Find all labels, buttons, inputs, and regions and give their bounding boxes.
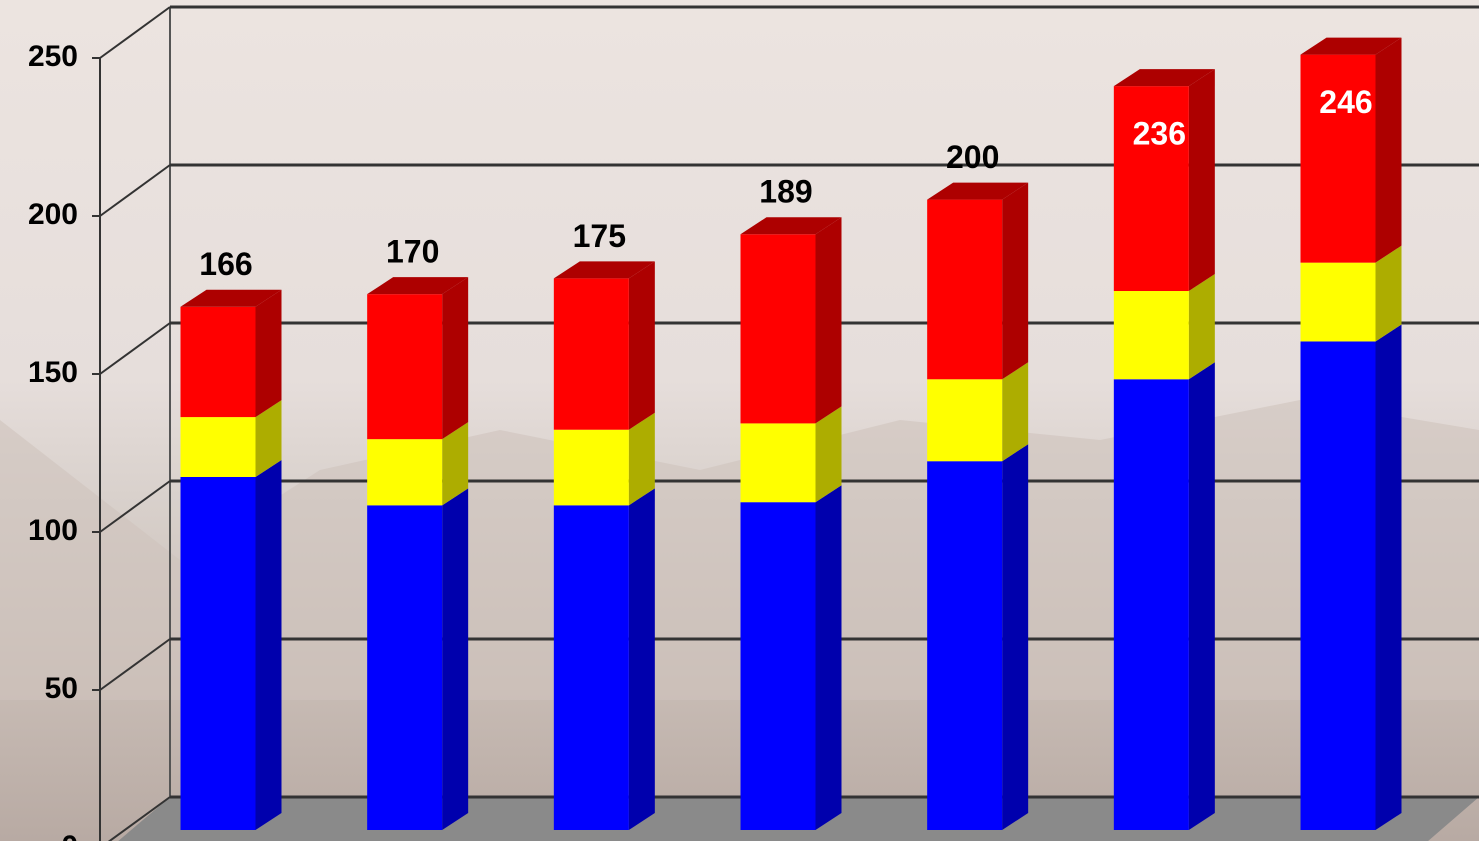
bar <box>1113 86 1189 292</box>
total-label: 200 <box>946 139 999 175</box>
total-label: 166 <box>199 246 252 282</box>
bar-side <box>1188 362 1215 830</box>
bar-side <box>1188 69 1215 292</box>
bar <box>740 234 816 424</box>
total-label: 236 <box>1133 116 1186 152</box>
bar <box>740 502 816 830</box>
bar <box>1113 291 1189 380</box>
bar <box>927 199 1003 380</box>
grid-line-side <box>99 322 171 375</box>
bar-side <box>442 488 469 830</box>
total-label: 246 <box>1319 84 1372 120</box>
bar-side <box>628 412 655 506</box>
grid-line-side <box>99 6 171 59</box>
grid-line-side <box>99 638 171 691</box>
bar-side <box>255 400 282 477</box>
grid-line-side <box>99 164 171 217</box>
y-tick-label: 100 <box>28 514 78 547</box>
bar <box>180 306 256 418</box>
bar-side <box>255 289 282 418</box>
grid-line-side <box>107 796 171 841</box>
bar <box>1300 54 1376 263</box>
bar <box>553 505 629 830</box>
bar-top <box>1113 69 1215 87</box>
bar-side <box>1002 444 1029 830</box>
y-tick-label: 150 <box>28 356 78 389</box>
bar <box>553 429 629 506</box>
y-tick-label: 200 <box>28 198 78 231</box>
bar <box>1300 341 1376 830</box>
bar <box>367 505 443 830</box>
y-tick-label: 250 <box>28 40 78 73</box>
bar-top <box>740 217 842 235</box>
bar <box>927 461 1003 830</box>
bar-top <box>1300 37 1402 55</box>
bar-side <box>1375 324 1402 830</box>
bar-side <box>442 422 469 506</box>
total-label: 189 <box>759 174 812 210</box>
bar-side <box>1002 362 1029 462</box>
bar-side <box>815 485 842 830</box>
bar-top <box>927 182 1029 200</box>
bar-top <box>367 277 469 295</box>
bar <box>367 439 443 506</box>
bar <box>740 423 816 503</box>
bar-top <box>180 289 282 307</box>
bar-side <box>1375 245 1402 342</box>
y-tick-label: 50 <box>45 672 78 705</box>
bar-side <box>1375 37 1402 263</box>
bar-side <box>255 459 282 830</box>
bar <box>1113 379 1189 830</box>
bar-side <box>1188 274 1215 380</box>
y-tick-label: 0 <box>61 830 78 841</box>
bar <box>180 417 256 477</box>
bar-top <box>553 261 655 279</box>
bar <box>927 379 1003 462</box>
bar <box>180 476 256 830</box>
bar <box>553 278 629 430</box>
bar-side <box>815 217 842 424</box>
bar-side <box>1002 182 1029 380</box>
total-label: 175 <box>573 218 626 254</box>
grid-line-side <box>99 480 171 533</box>
bar-side <box>628 488 655 830</box>
bar <box>1300 262 1376 342</box>
bar <box>367 294 443 440</box>
bar-side <box>628 261 655 430</box>
total-label: 170 <box>386 234 439 270</box>
bar-side <box>815 406 842 503</box>
bar-side <box>442 277 469 440</box>
